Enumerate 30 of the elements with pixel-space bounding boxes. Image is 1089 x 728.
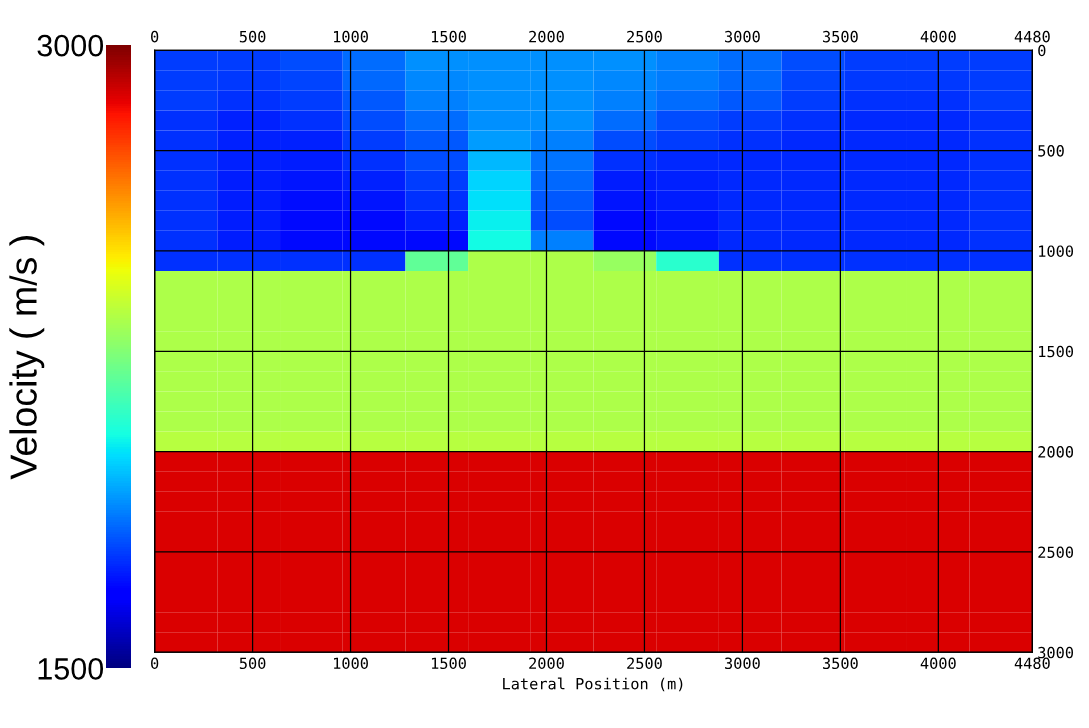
x-tick-label: 0 <box>151 657 159 670</box>
x2-tick-label: 1000 <box>334 30 368 43</box>
x2-tick-label: 500 <box>239 30 266 43</box>
x-tick-label: 2500 <box>627 657 662 670</box>
x-tick-label: 4000 <box>920 657 956 670</box>
x2-tick-label: 4000 <box>920 30 956 43</box>
y-tick-label: 1000 <box>1039 245 1074 257</box>
y-tick-label: 0 <box>1038 44 1046 57</box>
y-tick-label: 2500 <box>1038 546 1074 559</box>
x-tick-label: 2000 <box>529 657 564 670</box>
color-bar-label: 3000 <box>37 34 104 57</box>
x2-tick-label: 3500 <box>822 30 858 43</box>
color-bar-title: Velocity ( m/s ) <box>9 236 45 480</box>
y-tick-label: 3000 <box>1038 646 1074 659</box>
x2-tick-label: 2500 <box>627 30 662 43</box>
x-axis-title: Lateral Position (m) <box>503 677 683 692</box>
x2-tick-label: 0 <box>151 30 159 43</box>
x2-tick-label: 4480 <box>1014 30 1050 43</box>
x2-tick-label: 2000 <box>529 30 564 43</box>
y-tick-label: 500 <box>1038 145 1064 157</box>
x2-tick-label: 3000 <box>725 30 760 43</box>
x-tick-label: 3000 <box>725 657 760 670</box>
x-tick-label: 1000 <box>334 657 368 670</box>
x-tick-label: 3500 <box>822 657 858 670</box>
x-tick-label: 500 <box>239 657 266 670</box>
y-tick-label: 2000 <box>1038 446 1074 458</box>
y-tick-label: 1500 <box>1039 345 1074 358</box>
x-tick-label: 1500 <box>431 657 466 670</box>
x-tick-label: 4480 <box>1014 657 1050 670</box>
x2-tick-label: 1500 <box>431 30 466 43</box>
